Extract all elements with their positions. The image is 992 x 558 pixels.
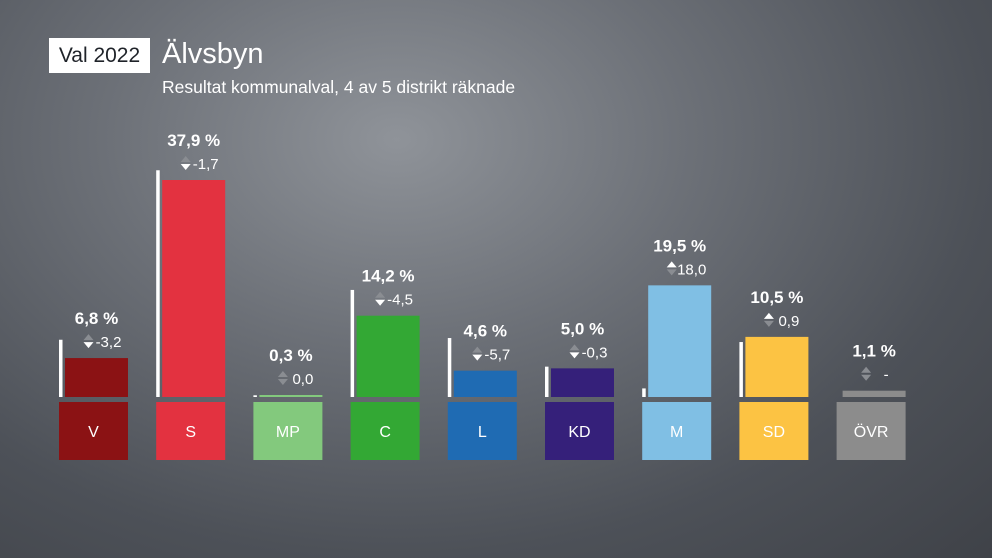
value-label-sd: 10,5 % — [750, 288, 803, 307]
party-label-övr: ÖVR — [854, 423, 889, 441]
change-label-kd: -0,3 — [582, 344, 608, 361]
change-up-arrow-övr — [861, 366, 872, 373]
change-up-arrow-l — [472, 346, 483, 353]
change-up-arrow-v — [83, 334, 94, 341]
change-down-arrow-s — [180, 164, 191, 170]
bar-c — [356, 315, 420, 397]
value-label-mp: 0,3 % — [269, 346, 312, 365]
change-down-arrow-c — [375, 299, 386, 306]
party-box-m — [642, 402, 712, 460]
party-box-sd — [739, 402, 809, 460]
bar-m — [648, 285, 712, 397]
bar-s — [162, 180, 226, 397]
change-label-s: -1,7 — [193, 156, 219, 173]
change-up-arrow-kd — [569, 344, 580, 351]
party-box-v — [59, 402, 128, 460]
party-label-s: S — [185, 424, 196, 441]
bar-kd — [551, 368, 614, 397]
value-label-l: 4,6 % — [464, 322, 507, 341]
bar-övr — [842, 390, 906, 397]
previous-result-line-kd — [545, 366, 549, 397]
party-box-c — [350, 402, 420, 460]
change-down-arrow-m — [666, 269, 677, 276]
previous-result-line-s — [156, 170, 160, 397]
previous-result-line-l — [447, 338, 452, 397]
party-label-v: V — [88, 424, 99, 441]
change-label-c: -4,5 — [387, 292, 413, 309]
municipality-title: Älvsbyn — [162, 38, 264, 70]
bar-l — [453, 370, 517, 397]
party-box-l — [447, 402, 517, 460]
change-down-arrow-v — [83, 342, 94, 349]
change-up-arrow-m — [666, 261, 677, 268]
change-up-arrow-mp — [277, 371, 288, 377]
election-year-badge: Val 2022 — [49, 38, 150, 73]
change-down-arrow-sd — [763, 320, 774, 327]
change-down-arrow-l — [472, 354, 483, 361]
bar-sd — [745, 336, 809, 397]
party-label-l: L — [478, 424, 487, 441]
bar-v — [65, 358, 128, 397]
change-down-arrow-övr — [861, 374, 872, 381]
previous-result-line-mp — [253, 395, 257, 397]
party-label-kd: KD — [568, 424, 590, 441]
previous-result-line-v — [59, 339, 63, 397]
change-up-arrow-sd — [763, 312, 774, 319]
bar-mp — [259, 395, 323, 397]
value-label-kd: 5,0 % — [561, 319, 604, 338]
party-label-mp: MP — [276, 424, 300, 441]
party-label-sd: SD — [763, 424, 785, 441]
chart-subtitle: Resultat kommunalval, 4 av 5 distrikt rä… — [162, 77, 516, 97]
change-up-arrow-c — [375, 291, 386, 298]
party-label-m: M — [670, 424, 683, 441]
previous-result-line-c — [350, 289, 355, 397]
change-label-övr: - — [884, 367, 889, 384]
change-label-v: -3,2 — [96, 334, 122, 351]
value-label-v: 6,8 % — [75, 309, 118, 328]
value-label-c: 14,2 % — [362, 267, 415, 286]
party-box-s — [156, 402, 226, 460]
party-box-mp — [253, 402, 323, 460]
previous-result-line-m — [642, 388, 646, 397]
party-label-c: C — [379, 424, 391, 441]
value-label-m: 19,5 % — [653, 236, 706, 255]
change-down-arrow-mp — [277, 379, 288, 385]
party-box-övr — [836, 402, 906, 460]
previous-result-line-sd — [739, 342, 743, 397]
change-label-l: -5,7 — [484, 347, 510, 364]
change-label-mp: 0,0 — [292, 371, 313, 388]
value-label-s: 37,9 % — [167, 131, 220, 150]
change-up-arrow-s — [180, 156, 191, 162]
value-label-övr: 1,1 % — [852, 342, 895, 361]
party-box-kd — [545, 402, 614, 460]
change-down-arrow-kd — [569, 352, 580, 359]
change-label-sd: 0,9 — [778, 313, 799, 330]
change-label-m: 18,0 — [677, 261, 706, 278]
